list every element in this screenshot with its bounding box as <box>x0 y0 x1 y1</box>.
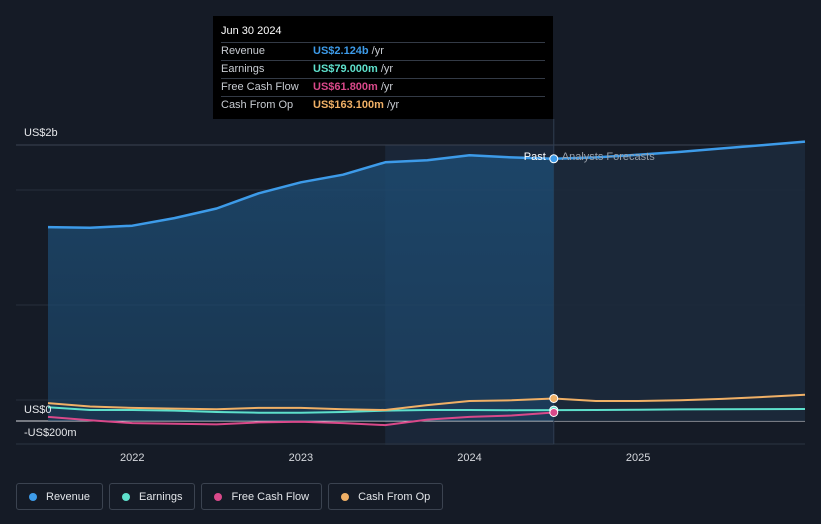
tooltip-row-free-cash-flow: Free Cash Flow US$61.800m /yr <box>221 78 545 96</box>
past-label: Past <box>524 151 546 163</box>
legend-dot-icon <box>29 492 37 501</box>
y-tick-label: US$2b <box>24 127 58 139</box>
tooltip-value: US$79.000m <box>313 63 378 75</box>
revenue-area <box>48 155 554 422</box>
tooltip-row-earnings: Earnings US$79.000m /yr <box>221 60 545 78</box>
tooltip-label: Earnings <box>221 63 265 75</box>
tooltip-row-revenue: Revenue US$2.124b /yr <box>221 42 545 60</box>
x-tick-label: 2025 <box>626 452 650 464</box>
x-tick-label: 2022 <box>120 452 144 464</box>
tooltip-unit: /yr <box>371 45 384 57</box>
legend-dot-icon <box>214 492 223 501</box>
tooltip: Jun 30 2024 Revenue US$2.124b /yr Earnin… <box>213 16 553 119</box>
tooltip-unit: /yr <box>386 99 400 111</box>
earnings-line <box>47 406 806 414</box>
tooltip-value: US$61.800m <box>313 81 378 93</box>
tooltip-date: Jun 30 2024 <box>221 25 282 37</box>
tooltip-value: US$163.100m <box>313 99 384 111</box>
x-tick-label: 2023 <box>289 452 313 464</box>
x-tick-label: 2024 <box>457 452 481 464</box>
legend-item-revenue[interactable]: Revenue <box>16 483 104 510</box>
legend-item-free-cash-flow[interactable]: Free Cash Flow <box>201 483 323 510</box>
legend: Revenue Earnings Free Cash Flow Cash Fro… <box>16 483 444 510</box>
revenue-marker <box>549 154 559 164</box>
tooltip-unit: /yr <box>380 63 394 75</box>
tooltip-value: US$2.124b <box>313 45 369 57</box>
legend-dot-icon <box>341 492 350 501</box>
tooltip-label: Cash From Op <box>221 99 294 111</box>
free-cash-flow-line <box>47 411 554 427</box>
cash-from-op-line <box>47 393 806 411</box>
tooltip-label: Free Cash Flow <box>221 81 299 93</box>
revenue-forecast-area <box>553 141 805 421</box>
y-tick-label: -US$200m <box>24 427 77 439</box>
cash-from-op-marker <box>549 393 559 403</box>
legend-item-earnings[interactable]: Earnings <box>109 483 196 510</box>
legend-dot-icon <box>122 492 131 501</box>
legend-label: Earnings <box>139 490 183 503</box>
tooltip-row-cash-from-op: Cash From Op US$163.100m /yr <box>221 96 545 114</box>
y-tick-label: US$0 <box>24 404 52 416</box>
legend-label: Revenue <box>46 490 91 503</box>
legend-label: Cash From Op <box>358 490 431 503</box>
forecast-label: Analysts Forecasts <box>562 151 655 163</box>
tooltip-label: Revenue <box>221 45 266 57</box>
legend-label: Free Cash Flow <box>231 490 310 503</box>
legend-item-cash-from-op[interactable]: Cash From Op <box>328 483 444 510</box>
revenue-line <box>47 140 806 230</box>
free-cash-flow-marker <box>549 407 559 417</box>
tooltip-unit: /yr <box>380 81 394 93</box>
